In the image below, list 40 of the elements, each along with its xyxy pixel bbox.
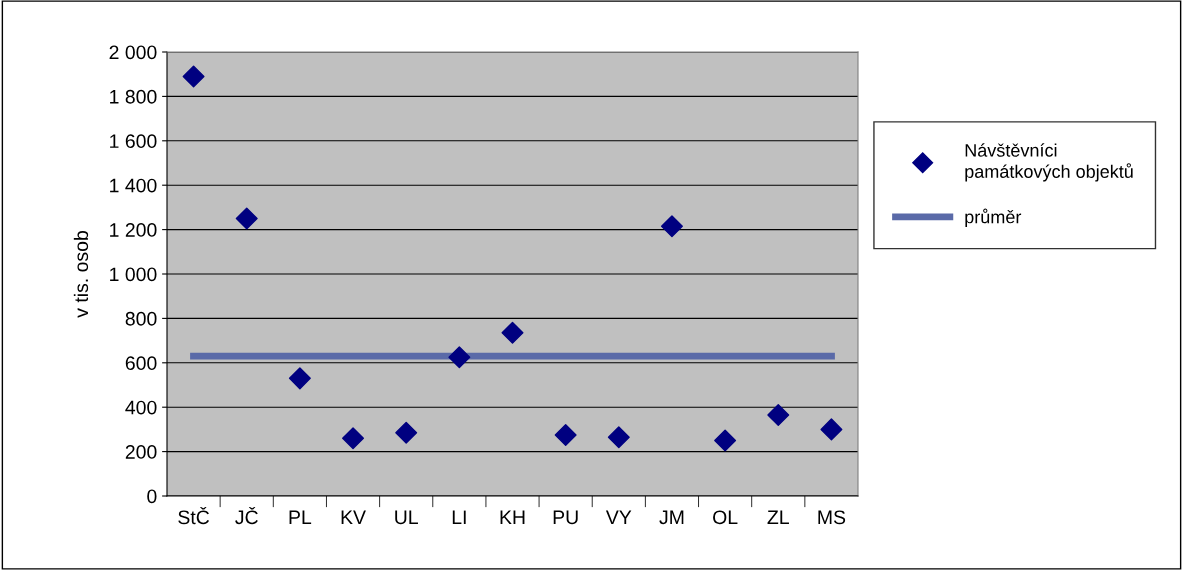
x-tick-label: PU (553, 510, 578, 525)
point (820, 418, 843, 441)
x-tick-label: LI (452, 510, 466, 524)
x-tick-label: JM (659, 510, 684, 525)
legend-label: průměr (965, 208, 1022, 227)
y-tick-label: 400 (125, 400, 157, 415)
point (554, 423, 577, 446)
point (607, 426, 630, 449)
x-tick-label: OL (713, 510, 738, 525)
x-tick-label: StČ (178, 506, 210, 525)
y-tick-label: 200 (125, 445, 157, 459)
point (448, 346, 471, 369)
point (767, 403, 790, 426)
y-tick-label: 0 (147, 489, 157, 504)
y-tick-label: 800 (125, 311, 157, 326)
y-tick-label: 1 800 (110, 89, 157, 104)
y-axis-title: v tis. osob (73, 231, 89, 318)
x-tick-label: UL (395, 510, 418, 525)
x-tick-label: VY (605, 510, 632, 524)
y-tick-label: 600 (125, 356, 157, 371)
point (342, 427, 365, 450)
y-tick-label: 2 000 (109, 45, 157, 60)
x-tick-label: KV (341, 510, 366, 524)
x-tick-label: ZL (767, 510, 789, 524)
y-tick-label: 1 000 (110, 267, 157, 282)
y-tick-label: 1 600 (110, 134, 157, 149)
point (288, 367, 311, 390)
point (714, 429, 737, 452)
point (182, 65, 205, 88)
point (660, 215, 683, 238)
x-tick-label: KH (500, 510, 525, 524)
x-tick-label: JČ (235, 506, 258, 525)
y-tick-label: 1 400 (110, 178, 157, 193)
point (235, 207, 258, 230)
y-tick-label: 1 200 (110, 223, 157, 237)
x-tick-label: PL (289, 510, 312, 524)
legend-label: Návštěvníci památkových objektů (965, 143, 1133, 182)
point (501, 321, 524, 344)
x-tick-label: MS (818, 510, 846, 525)
point (395, 421, 418, 444)
